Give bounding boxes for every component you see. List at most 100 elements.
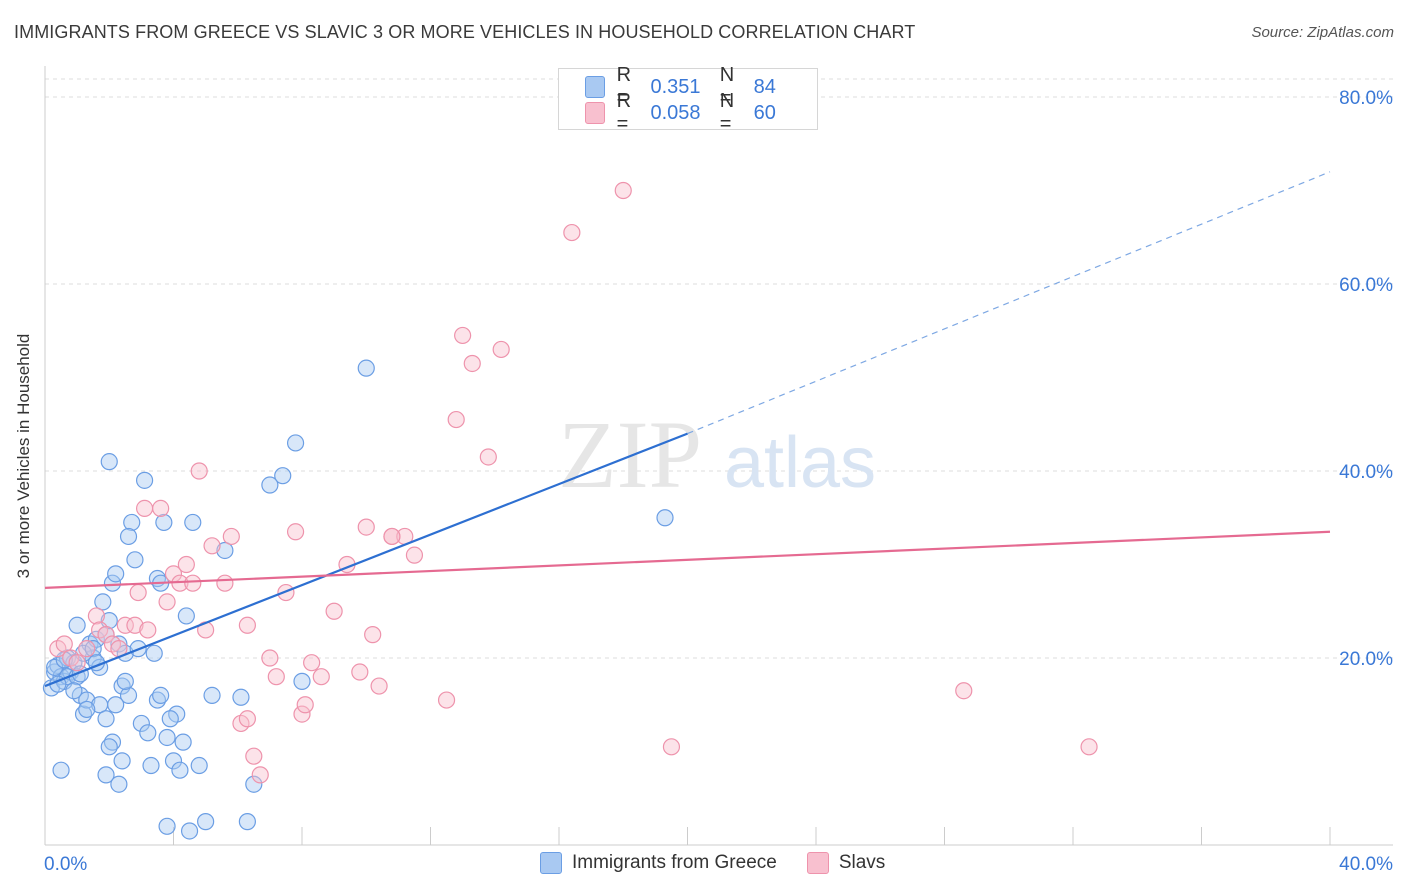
slavs-point xyxy=(447,410,465,429)
greece-point xyxy=(184,513,202,532)
greece-point xyxy=(119,686,138,705)
slavs-point xyxy=(190,462,208,480)
slavs-legend-swatch xyxy=(806,852,829,874)
slavs-point xyxy=(1080,738,1098,756)
slavs-point xyxy=(216,574,234,592)
greece-point xyxy=(116,672,134,690)
slavs-point xyxy=(614,181,632,200)
greece-point xyxy=(177,607,195,625)
greece-point xyxy=(174,733,192,751)
greece-point xyxy=(190,756,208,775)
greece-swatch xyxy=(585,76,605,98)
slavs-point xyxy=(351,663,369,681)
legend-item-slavs[interactable]: Slavs xyxy=(806,852,886,874)
axes xyxy=(44,66,1393,846)
slavs-point xyxy=(129,583,147,602)
greece-point xyxy=(100,453,118,471)
x-tick-label: 0.0% xyxy=(44,854,87,875)
greece-point xyxy=(52,761,70,779)
gridlines xyxy=(45,78,1393,659)
slavs-point xyxy=(55,635,73,653)
greece-point xyxy=(110,775,128,793)
legend-row-slavs: R = 0.058 N = 60 xyxy=(585,90,817,135)
slavs-point xyxy=(563,223,581,242)
y-axis-label: 3 or more Vehicles in Household xyxy=(14,333,33,579)
data-points xyxy=(42,181,1098,840)
slavs-legend-label: Slavs xyxy=(838,852,886,873)
greece-point xyxy=(656,509,674,527)
slavs-point xyxy=(245,747,263,765)
chart-title: IMMIGRANTS FROM GREECE VS SLAVIC 3 OR MO… xyxy=(14,22,916,42)
slavs-point xyxy=(293,705,311,723)
legend-r-label: R = xyxy=(616,64,632,109)
slavs-point xyxy=(296,696,314,714)
slavs-point xyxy=(126,616,144,634)
greece-n-value: 84 xyxy=(753,75,776,98)
slavs-point xyxy=(68,654,86,672)
greece-point xyxy=(164,752,183,770)
greece-point xyxy=(84,640,102,658)
greece-point xyxy=(103,574,122,592)
greece-point xyxy=(158,817,176,835)
stats-legend: R = 0.351 N = 84 R = 0.058 N = 60 xyxy=(558,64,818,135)
slavs-point xyxy=(383,527,401,546)
greece-point xyxy=(197,813,215,831)
slavs-point xyxy=(135,499,154,517)
y-tick-label: 20.0% xyxy=(1339,649,1393,670)
slavs-point xyxy=(158,593,176,611)
slavs-point xyxy=(238,616,256,634)
y-tick-label: 60.0% xyxy=(1339,275,1393,296)
greece-point xyxy=(286,434,305,452)
greece-point xyxy=(158,728,176,747)
greece-trend-line xyxy=(44,432,688,688)
slavs-point xyxy=(662,738,681,756)
legend-item-greece[interactable]: Immigrants from Greece xyxy=(540,852,777,874)
x-tick-label: 40.0% xyxy=(1339,854,1393,875)
slavs-point xyxy=(184,574,202,592)
greece-point xyxy=(132,714,150,733)
slavs-point xyxy=(152,499,170,517)
slavs-point xyxy=(437,691,456,709)
greece-point xyxy=(139,724,157,742)
greece-legend-swatch xyxy=(540,852,562,874)
greece-point xyxy=(245,775,263,793)
slavs-point xyxy=(454,326,472,345)
slavs-point xyxy=(286,523,305,541)
slavs-swatch xyxy=(585,102,605,124)
slavs-point xyxy=(116,616,134,634)
greece-point xyxy=(119,527,138,546)
y-tick-label: 80.0% xyxy=(1339,88,1393,109)
zipatlas-watermark: ZIP atlas xyxy=(558,401,876,508)
legend-row-greece: R = 0.351 N = 84 xyxy=(585,64,817,109)
slavs-point xyxy=(405,546,424,564)
slavs-point xyxy=(238,710,256,728)
source-note: Source: ZipAtlas.com xyxy=(1251,24,1394,41)
greece-point xyxy=(123,513,141,532)
greece-point xyxy=(68,616,86,634)
legend-n-label: N = xyxy=(719,90,735,135)
slavs-point xyxy=(139,621,157,639)
greece-point xyxy=(97,710,115,728)
greece-point xyxy=(78,700,96,719)
greece-point xyxy=(145,644,163,662)
slavs-point xyxy=(222,527,240,546)
greece-point xyxy=(74,644,93,662)
slavs-point xyxy=(303,654,321,672)
slavs-point xyxy=(97,626,115,644)
greece-point xyxy=(113,752,131,770)
trend-lines xyxy=(44,171,1331,688)
slavs-point xyxy=(357,518,375,536)
legend-r-label: R = xyxy=(616,90,632,135)
greece-r-value: 0.351 xyxy=(650,75,701,98)
slavs-trend-line xyxy=(44,530,1331,589)
greece-point xyxy=(97,766,115,784)
greece-point xyxy=(152,686,170,705)
watermark-zip: ZIP xyxy=(558,401,702,508)
slavs-point xyxy=(78,640,96,658)
greece-point xyxy=(293,672,311,690)
greece-point xyxy=(357,359,375,377)
greece-point xyxy=(180,822,199,840)
slavs-point xyxy=(203,537,221,555)
greece-point xyxy=(110,635,128,653)
slavs-point xyxy=(267,668,285,686)
